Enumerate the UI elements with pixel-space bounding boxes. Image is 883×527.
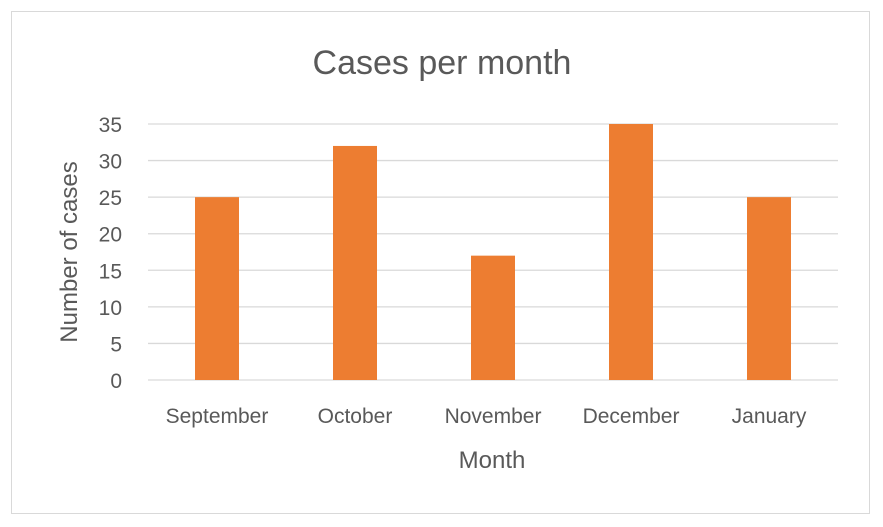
x-tick-label: November xyxy=(445,405,542,428)
y-tick-label: 20 xyxy=(99,224,122,247)
bar-january xyxy=(747,197,791,380)
bar-october xyxy=(333,145,377,380)
y-axis-ticks: 0 5 10 15 20 25 30 35 xyxy=(99,114,122,393)
y-tick-label: 0 xyxy=(110,370,122,393)
x-axis-label: Month xyxy=(459,447,526,474)
x-tick-label: October xyxy=(318,405,393,428)
bar-december xyxy=(609,124,653,380)
y-tick-label: 30 xyxy=(99,151,122,174)
bars xyxy=(195,124,791,380)
y-tick-label: 10 xyxy=(99,297,122,320)
gridlines xyxy=(148,123,838,381)
y-tick-label: 35 xyxy=(99,114,122,137)
y-tick-label: 25 xyxy=(99,187,122,210)
x-tick-label: September xyxy=(166,405,269,428)
x-axis-ticks: September October November December January xyxy=(166,405,807,428)
chart-title: Cases per month xyxy=(313,44,572,82)
chart-frame xyxy=(11,11,870,514)
y-tick-label: 5 xyxy=(110,333,122,356)
x-tick-label: December xyxy=(583,405,680,428)
y-axis-label: Number of cases xyxy=(56,161,83,342)
bar-november xyxy=(471,255,515,380)
y-tick-label: 15 xyxy=(99,260,122,283)
x-tick-label: January xyxy=(732,405,807,428)
bar-september xyxy=(195,197,239,380)
